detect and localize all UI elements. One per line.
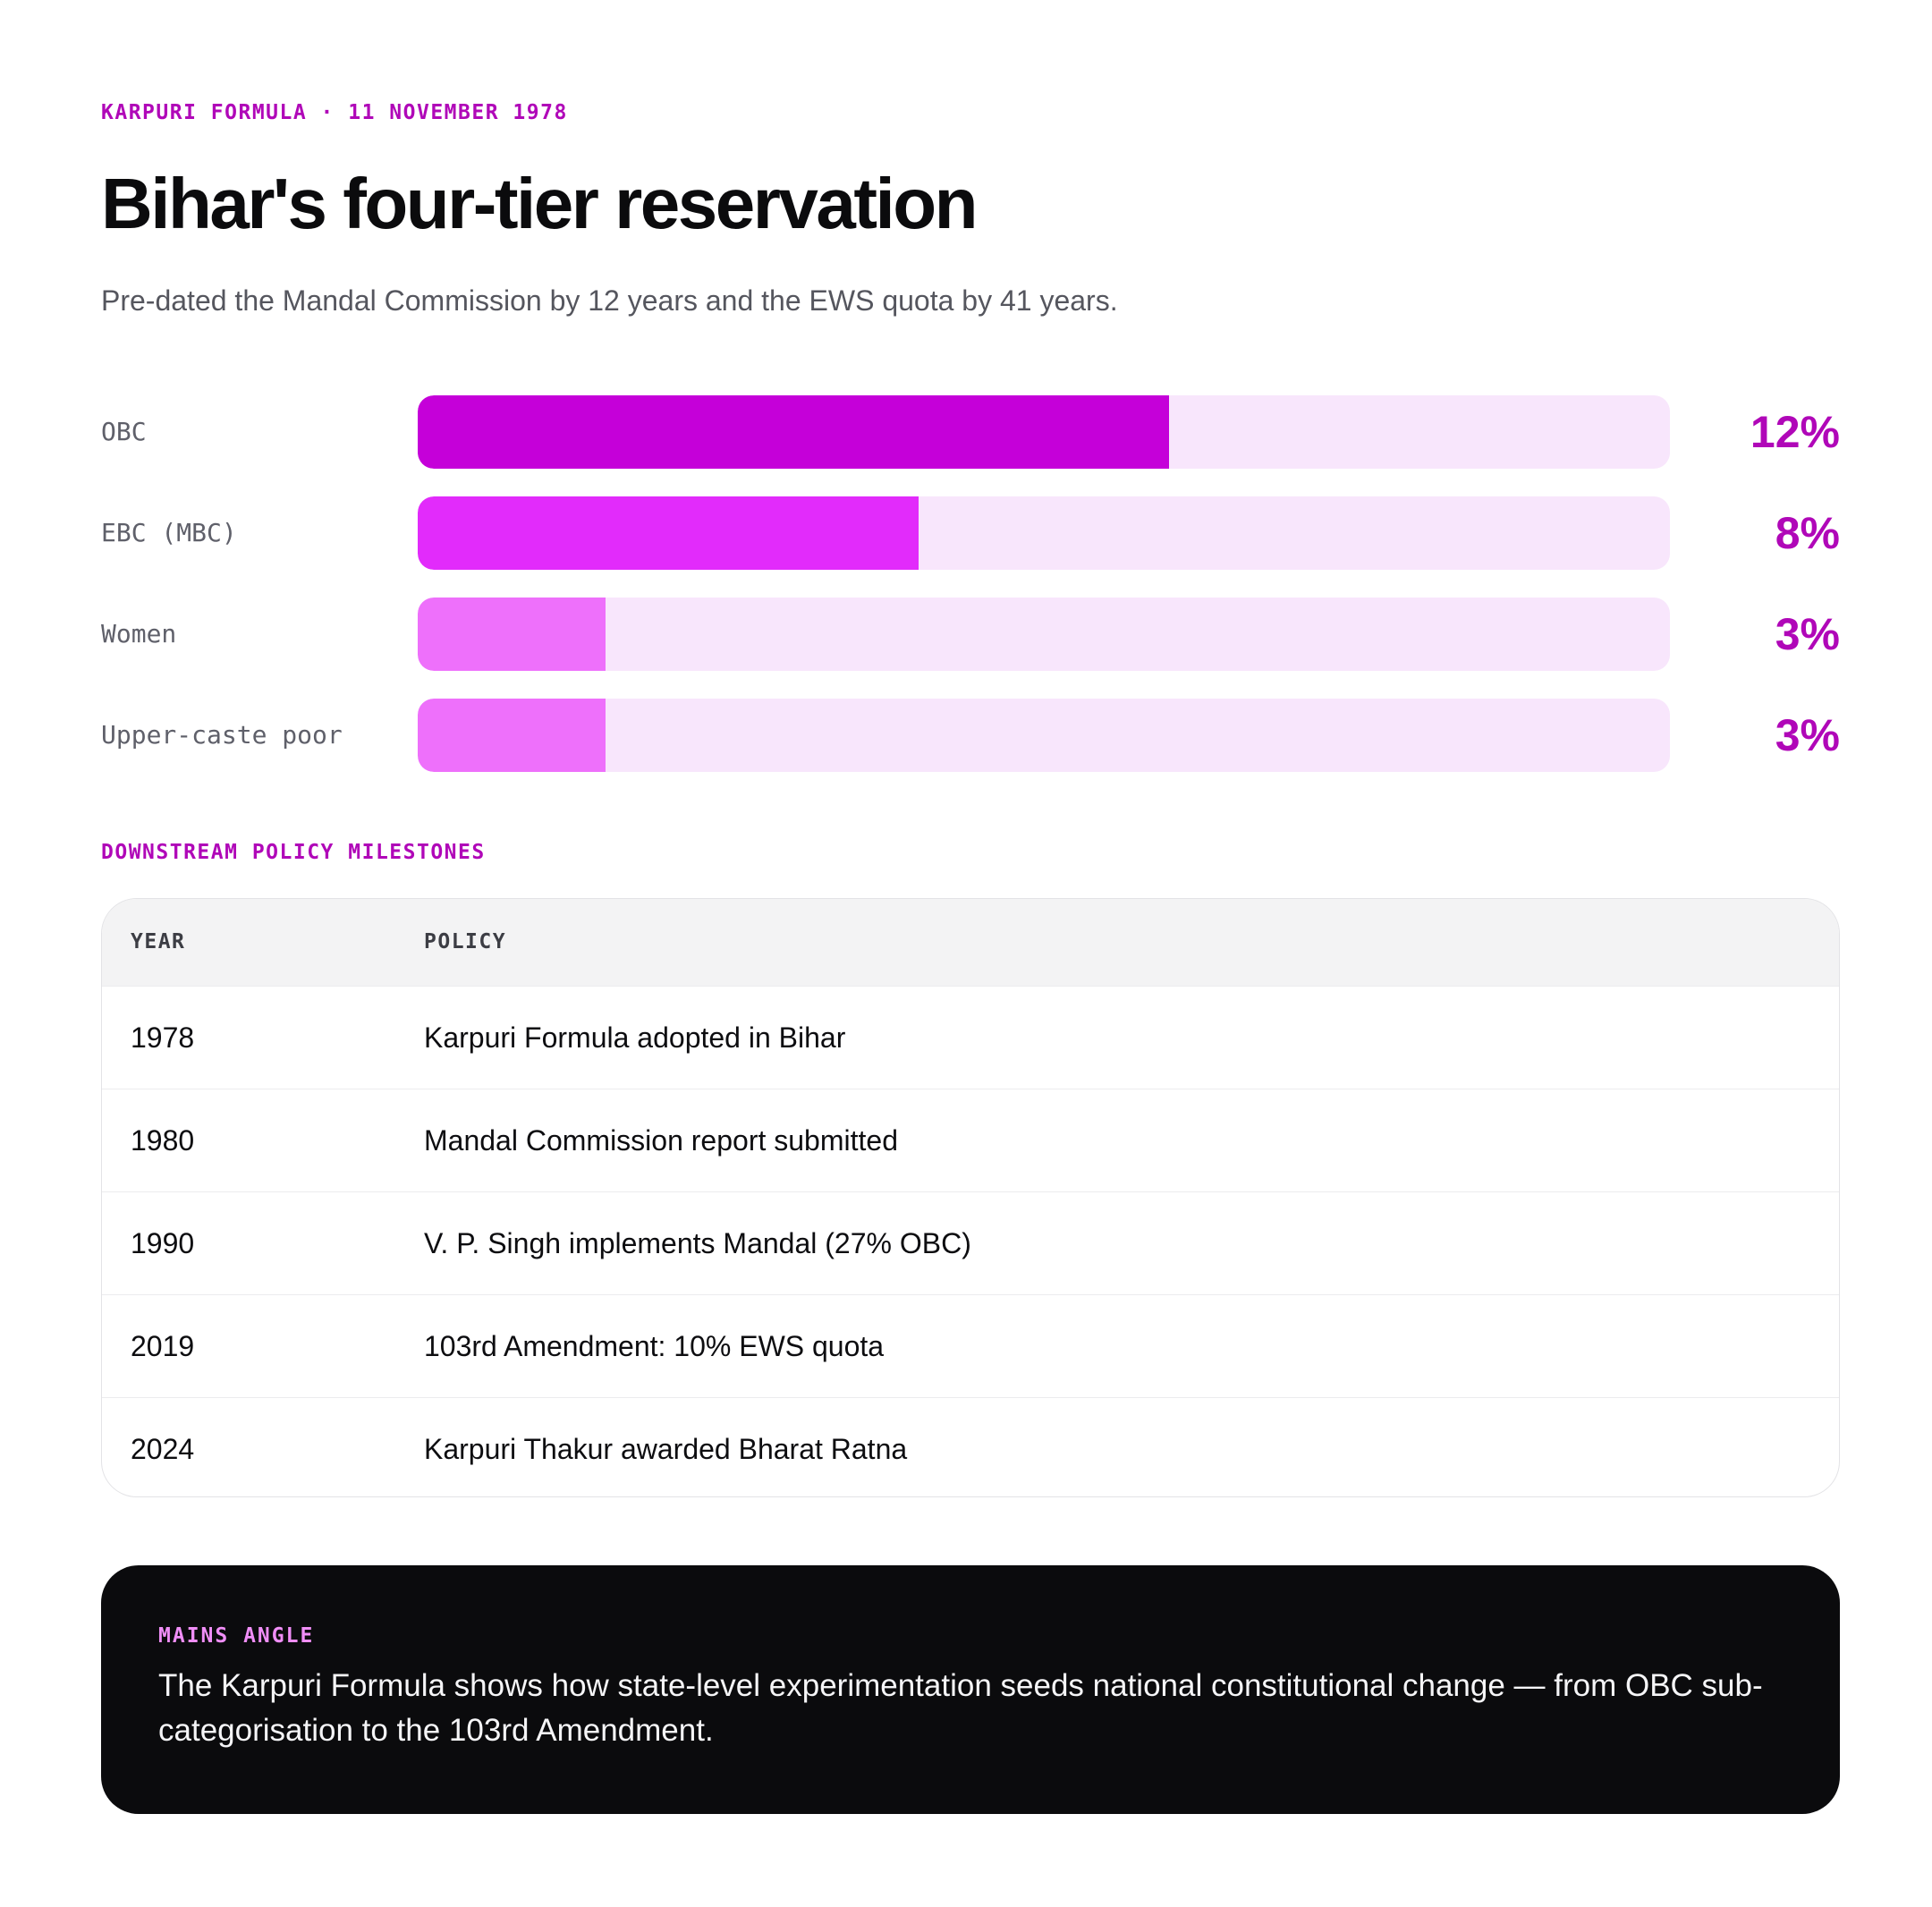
bar-row: Upper-caste poor 3%	[101, 699, 1840, 772]
eyebrow: KARPURI FORMULA · 11 NOVEMBER 1978	[101, 101, 568, 124]
bar-track	[418, 598, 1670, 671]
year-cell: 2019	[131, 1330, 195, 1362]
bar	[418, 496, 919, 570]
table-row: 1980 Mandal Commission report submitted	[102, 1089, 1839, 1191]
year-cell: 1980	[131, 1124, 195, 1157]
table-row: 1990 V. P. Singh implements Mandal (27% …	[102, 1191, 1839, 1294]
table-row: 2024 Karpuri Thakur awarded Bharat Ratna	[102, 1397, 1839, 1496]
bar-value-label: 3%	[1775, 609, 1840, 659]
table-header: YEAR POLICY	[102, 899, 1839, 986]
bar-label: OBC	[101, 417, 147, 446]
policy-cell: Karpuri Thakur awarded Bharat Ratna	[424, 1433, 908, 1465]
callout-text: The Karpuri Formula shows how state-leve…	[158, 1668, 1763, 1748]
bar-track	[418, 496, 1670, 570]
bar-track	[418, 699, 1670, 772]
bar-chart: OBC 12% EBC (MBC) 8% Women 3% Upper-caste poor…	[101, 395, 1840, 772]
bar-label: EBC (MBC)	[101, 518, 237, 547]
bar	[418, 699, 606, 772]
bar-row: Women 3%	[101, 598, 1840, 671]
page-title: Bihar's four-tier reservation	[101, 164, 978, 243]
bar-track	[418, 395, 1670, 469]
bar-row: EBC (MBC) 8%	[101, 496, 1840, 570]
policy-cell: 103rd Amendment: 10% EWS quota	[424, 1330, 885, 1362]
year-cell: 1978	[131, 1021, 195, 1054]
bar-label: Women	[101, 619, 177, 648]
policy-cell: V. P. Singh implements Mandal (27% OBC)	[424, 1227, 971, 1259]
column-header-policy: POLICY	[424, 930, 507, 954]
bar	[418, 598, 606, 671]
policy-cell: Karpuri Formula adopted in Bihar	[424, 1021, 846, 1054]
section-label: DOWNSTREAM POLICY MILESTONES	[101, 841, 486, 864]
bar-value-label: 12%	[1750, 407, 1840, 457]
bar	[418, 395, 1169, 469]
bar-value-label: 3%	[1775, 710, 1840, 760]
page-subtitle: Pre-dated the Mandal Commission by 12 ye…	[101, 284, 1118, 317]
bar-value-label: 8%	[1775, 508, 1840, 558]
bar-row: OBC 12%	[101, 395, 1840, 469]
callout-label: MAINS ANGLE	[158, 1624, 315, 1648]
mains-angle-callout: MAINS ANGLE The Karpuri Formula shows ho…	[101, 1565, 1840, 1814]
policy-cell: Mandal Commission report submitted	[424, 1124, 898, 1157]
table-row: 2019 103rd Amendment: 10% EWS quota	[102, 1294, 1839, 1397]
milestones-table: YEAR POLICY 1978 Karpuri Formula adopted…	[101, 898, 1840, 1497]
column-header-year: YEAR	[131, 930, 186, 954]
table-row: 1978 Karpuri Formula adopted in Bihar	[102, 986, 1839, 1089]
year-cell: 2024	[131, 1433, 195, 1465]
bar-label: Upper-caste poor	[101, 720, 343, 750]
year-cell: 1990	[131, 1227, 195, 1259]
